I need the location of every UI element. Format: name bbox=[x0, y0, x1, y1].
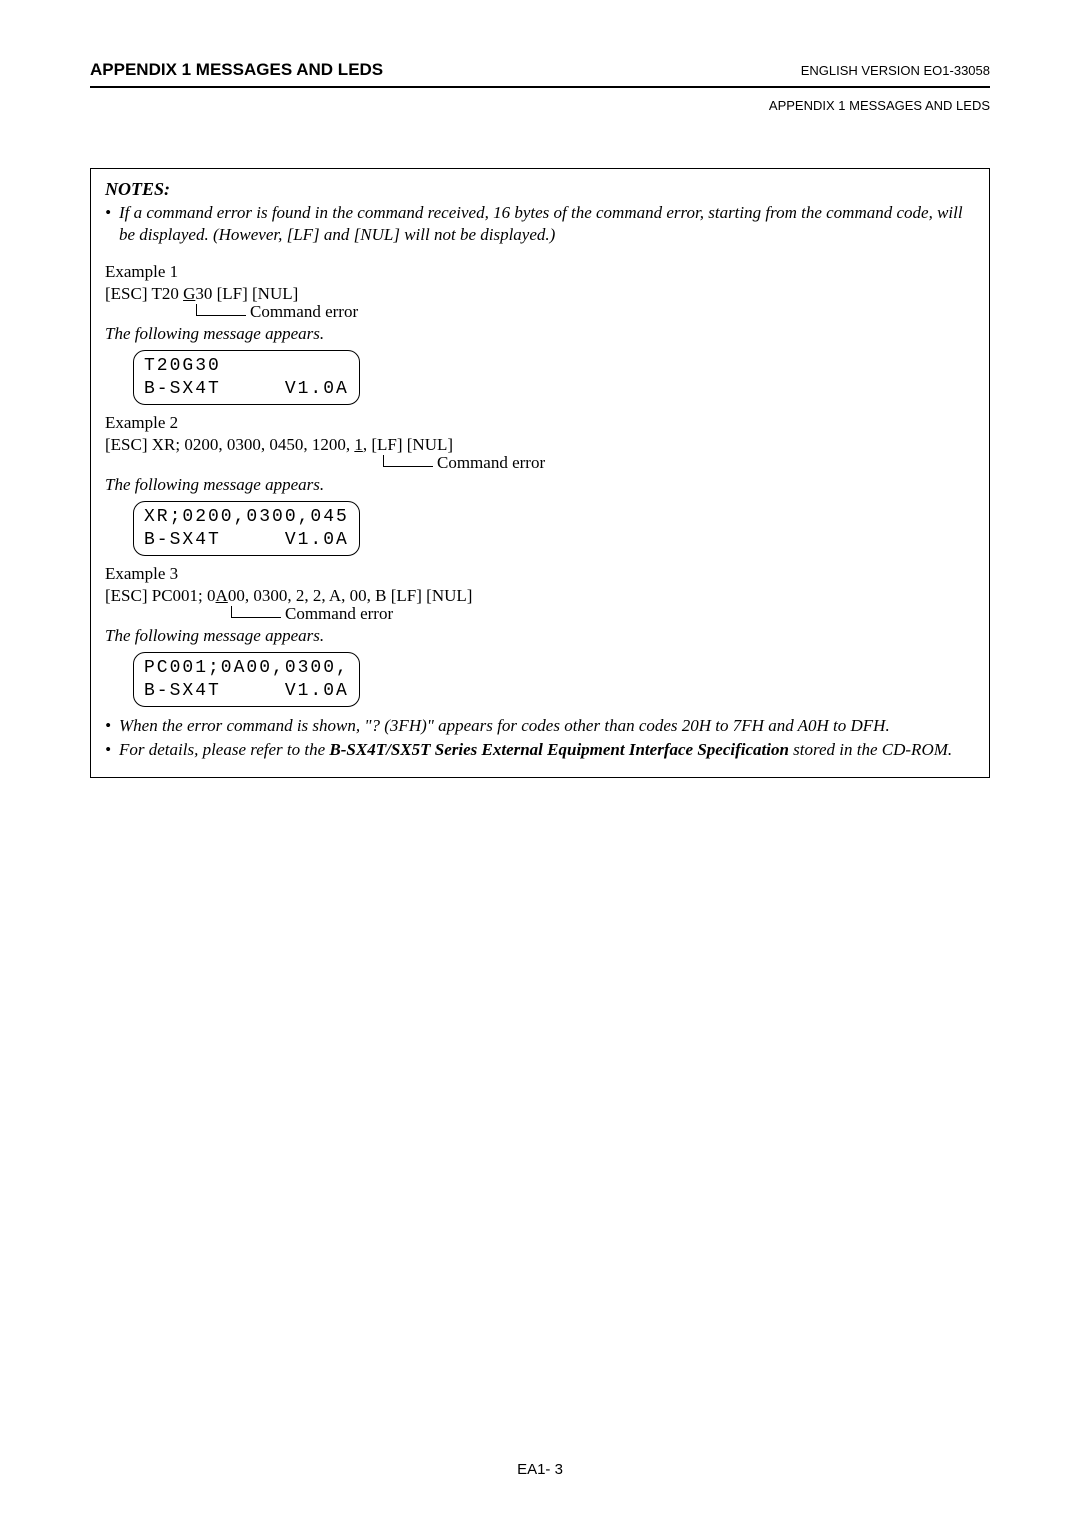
ex2-follow: The following message appears. bbox=[105, 475, 975, 495]
ex3-line1: PC001;0A00,0300, bbox=[144, 658, 349, 678]
example3-label: Example 3 bbox=[105, 564, 975, 584]
ex3-line2: B-SX4T V1.0A bbox=[144, 681, 349, 701]
eb2-pre: For details, please refer to the bbox=[119, 740, 329, 759]
ex1-cmderr-row: Command error bbox=[105, 302, 975, 322]
ex3-cmderr-row: Command error bbox=[105, 604, 975, 624]
ex1-cmd-pre: [ESC] T20 bbox=[105, 284, 183, 303]
eb2-bold: B-SX4T/SX5T Series External Equipment In… bbox=[329, 740, 789, 759]
ex3-cmd-post: 00, 0300, 2, 2, A, 00, B [LF] [NUL] bbox=[228, 586, 473, 605]
ex3-cmd-underline: A bbox=[216, 586, 228, 605]
eb2-post: stored in the CD-ROM. bbox=[789, 740, 952, 759]
end-bullet-2-text: For details, please refer to the B-SX4T/… bbox=[119, 739, 975, 761]
end-bullet-2: • For details, please refer to the B-SX4… bbox=[105, 739, 975, 761]
ex1-cmd-post: 30 [LF] [NUL] bbox=[195, 284, 298, 303]
ex2-cmd-underline: 1 bbox=[354, 435, 363, 454]
ex2-cmd-pre: [ESC] XR; 0200, 0300, 0450, 1200, bbox=[105, 435, 354, 454]
bullet-icon: • bbox=[105, 739, 119, 761]
ex2-cmd-post: , [LF] [NUL] bbox=[363, 435, 453, 454]
ex1-cmderr-label: Command error bbox=[250, 302, 358, 322]
ex2-cmderr-label: Command error bbox=[437, 453, 545, 473]
notes-title: NOTES: bbox=[105, 179, 975, 200]
ex2-line1: XR;0200,0300,045 bbox=[144, 507, 349, 527]
example2-label: Example 2 bbox=[105, 413, 975, 433]
bullet-icon: • bbox=[105, 715, 119, 737]
ex2-cmderr-row: Command error bbox=[105, 453, 975, 473]
ex1-follow: The following message appears. bbox=[105, 324, 975, 344]
ex3-follow: The following message appears. bbox=[105, 626, 975, 646]
example1-label: Example 1 bbox=[105, 262, 975, 282]
example1-cmd: [ESC] T20 G30 [LF] [NUL] bbox=[105, 284, 975, 304]
ex2-line2: B-SX4T V1.0A bbox=[144, 530, 349, 550]
ex1-line1: T20G30 bbox=[144, 356, 221, 376]
subheader: APPENDIX 1 MESSAGES AND LEDS bbox=[90, 98, 990, 113]
intro-bullet-text: If a command error is found in the comma… bbox=[119, 202, 975, 246]
end-bullet-1-text: When the error command is shown, "? (3FH… bbox=[119, 715, 975, 737]
ex3-elbow bbox=[231, 606, 281, 618]
page-footer: EA1- 3 bbox=[0, 1461, 1080, 1478]
example2-cmd: [ESC] XR; 0200, 0300, 0450, 1200, 1, [LF… bbox=[105, 435, 975, 455]
ex1-line2: B-SX4T V1.0A bbox=[144, 379, 349, 399]
end-bullet-1: • When the error command is shown, "? (3… bbox=[105, 715, 975, 737]
ex2-display: XR;0200,0300,045 B-SX4T V1.0A bbox=[133, 501, 360, 556]
ex1-elbow bbox=[196, 304, 246, 316]
ex3-cmd-pre: [ESC] PC001; 0 bbox=[105, 586, 216, 605]
ex2-elbow bbox=[383, 455, 433, 467]
ex3-display: PC001;0A00,0300, B-SX4T V1.0A bbox=[133, 652, 360, 707]
ex1-cmd-underline: G bbox=[183, 284, 195, 303]
ex1-display: T20G30 B-SX4T V1.0A bbox=[133, 350, 360, 405]
intro-bullet: • If a command error is found in the com… bbox=[105, 202, 975, 246]
example3-cmd: [ESC] PC001; 0A00, 0300, 2, 2, A, 00, B … bbox=[105, 586, 975, 606]
header-rule bbox=[90, 86, 990, 88]
notes-box: NOTES: • If a command error is found in … bbox=[90, 168, 990, 778]
header-right: ENGLISH VERSION EO1-33058 bbox=[801, 63, 990, 78]
ex3-cmderr-label: Command error bbox=[285, 604, 393, 624]
header-left: APPENDIX 1 MESSAGES AND LEDS bbox=[90, 60, 383, 80]
bullet-icon: • bbox=[105, 202, 119, 246]
